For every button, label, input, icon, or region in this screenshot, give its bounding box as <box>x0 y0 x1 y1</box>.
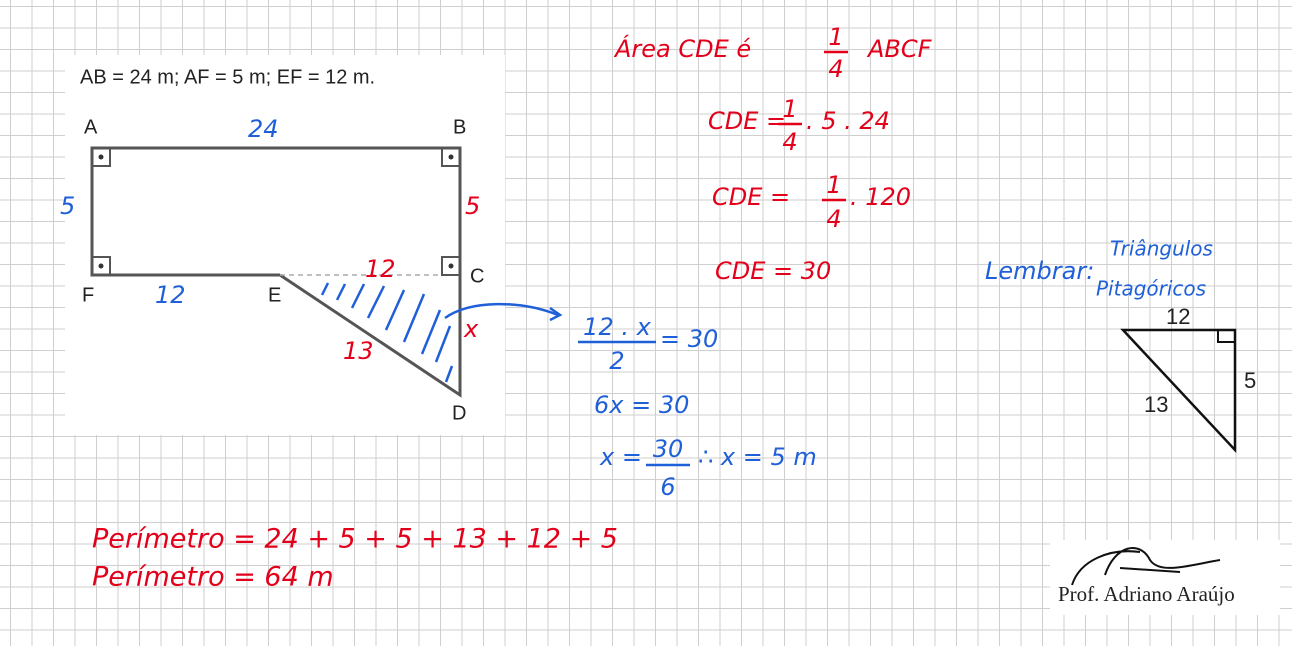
signature: Prof. Adriano Araújo <box>1058 582 1235 606</box>
side-label: 5 <box>1244 368 1256 393</box>
note-text: Triângulos <box>1110 237 1213 261</box>
side-label: 12 <box>1166 304 1190 329</box>
hatching <box>320 282 563 383</box>
note-text: CDE = <box>708 107 786 135</box>
right-angle-dots <box>98 154 454 269</box>
side-label: 13 <box>343 337 374 365</box>
note-text: . 5 . 24 <box>806 107 890 135</box>
problem-statement: AB = 24 m; AF = 5 m; EF = 12 m. <box>80 66 375 88</box>
perimeter-line: Perímetro = 24 + 5 + 5 + 13 + 12 + 5 <box>92 524 618 555</box>
note-text: x = <box>599 443 642 471</box>
note-text: CDE = <box>712 183 790 211</box>
side-label: x <box>463 315 479 343</box>
figure-panel <box>65 55 505 435</box>
side-label: 12 <box>365 255 396 283</box>
note-text: = 30 <box>660 325 718 353</box>
vertex-label: E <box>268 284 281 306</box>
signature-panel <box>1050 540 1280 615</box>
fraction-den: 6 <box>660 473 675 501</box>
note-text: Pitagóricos <box>1096 277 1206 301</box>
note-text: . 120 <box>850 183 911 211</box>
fraction-num: 1 <box>826 171 841 199</box>
fraction-num: 1 <box>782 95 797 123</box>
side-label: 5 <box>60 192 75 220</box>
note-text: CDE = 30 <box>715 257 831 285</box>
perimeter-line: Perímetro = 64 m <box>92 562 334 593</box>
area-notes: Área CDE é 1 4 ABCF CDE = 1 4 . 5 . 24 C… <box>613 23 933 285</box>
fraction-num: 12 . x <box>583 313 651 341</box>
note-text: Lembrar: <box>985 257 1094 285</box>
figure-shape <box>90 146 462 398</box>
side-label: 12 <box>155 281 186 309</box>
note-text: ∴ x = 5 m <box>698 443 817 471</box>
fraction-den: 4 <box>782 128 797 156</box>
fraction-den: 4 <box>826 205 841 233</box>
side-label: 24 <box>248 115 279 143</box>
signature-scribble <box>1071 547 1221 586</box>
vertex-label: C <box>470 265 484 287</box>
note-text: Área CDE é <box>613 34 751 63</box>
note-text: 6x = 30 <box>594 391 689 419</box>
reminder: Lembrar: Triângulos Pitagóricos 12 5 13 <box>985 237 1256 454</box>
solution: 12 . x 2 = 30 6x = 30 x = 30 6 ∴ x = 5 m <box>578 313 817 501</box>
right-angle-mark <box>1217 330 1235 343</box>
fraction-den: 4 <box>828 55 843 83</box>
note-text: ABCF <box>866 35 933 63</box>
vertex-label: A <box>84 116 98 138</box>
fraction-num: 30 <box>653 435 684 463</box>
vertex-label: F <box>82 284 94 306</box>
pythagorean-triangle <box>1120 328 1237 454</box>
fraction-den: 2 <box>609 347 624 375</box>
fraction-num: 1 <box>828 23 843 51</box>
side-label: 13 <box>1144 392 1168 417</box>
side-label: 5 <box>465 192 480 220</box>
vertex-label: D <box>452 402 466 424</box>
vertex-label: B <box>453 116 466 138</box>
